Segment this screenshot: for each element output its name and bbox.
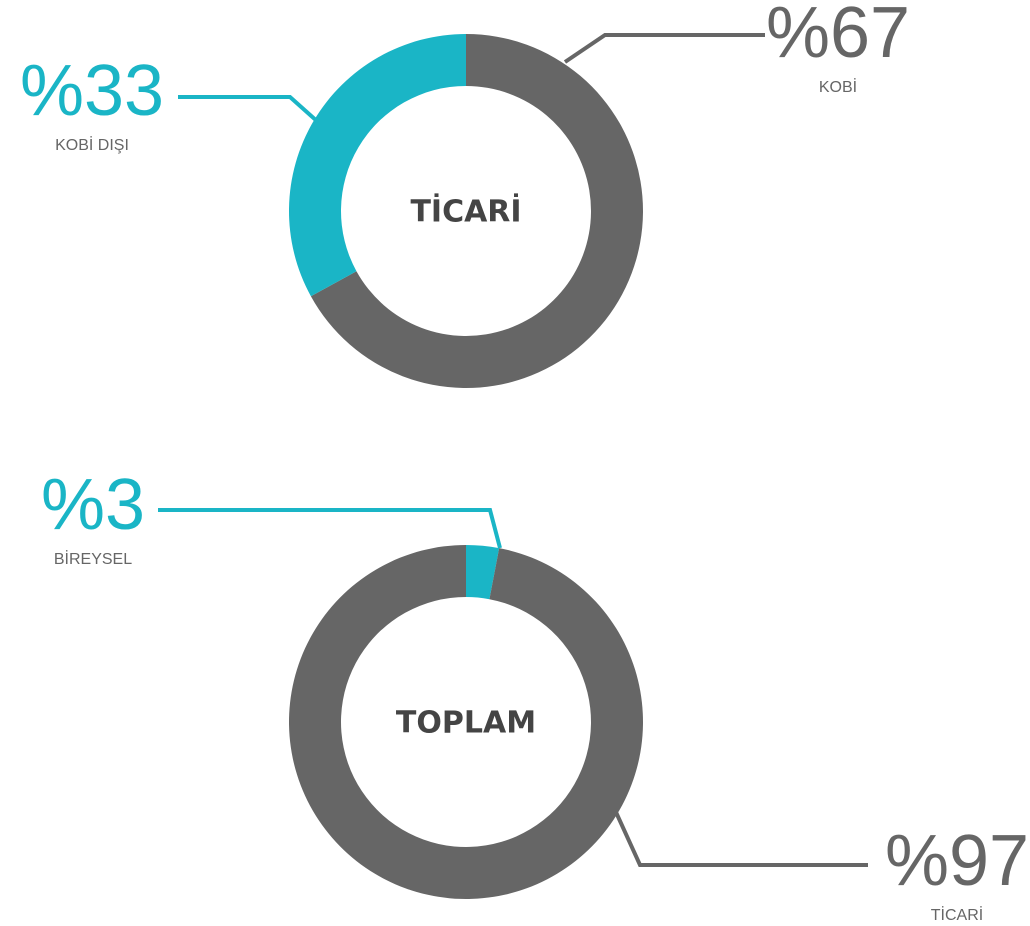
donut-slice (466, 545, 500, 600)
slice-label: KOBİ DIŞI (55, 135, 129, 154)
slice-label: BİREYSEL (54, 549, 132, 568)
leader-line (563, 33, 765, 64)
leader-line (178, 95, 320, 124)
slice-label: TİCARİ (931, 905, 983, 924)
value-label: %67 (766, 0, 910, 73)
chart-title: TOPLAM (396, 706, 536, 741)
value-label: %97 (885, 821, 1029, 901)
value-label: %33 (20, 51, 164, 131)
leader-line (613, 809, 868, 867)
leader-line (158, 508, 502, 549)
slice-label: KOBİ (819, 77, 857, 96)
donut-slice (288, 34, 466, 297)
chart-title: TİCARİ (410, 194, 521, 230)
donut-slice (310, 34, 643, 388)
donut-slice (289, 544, 644, 899)
value-label: %3 (41, 465, 145, 545)
